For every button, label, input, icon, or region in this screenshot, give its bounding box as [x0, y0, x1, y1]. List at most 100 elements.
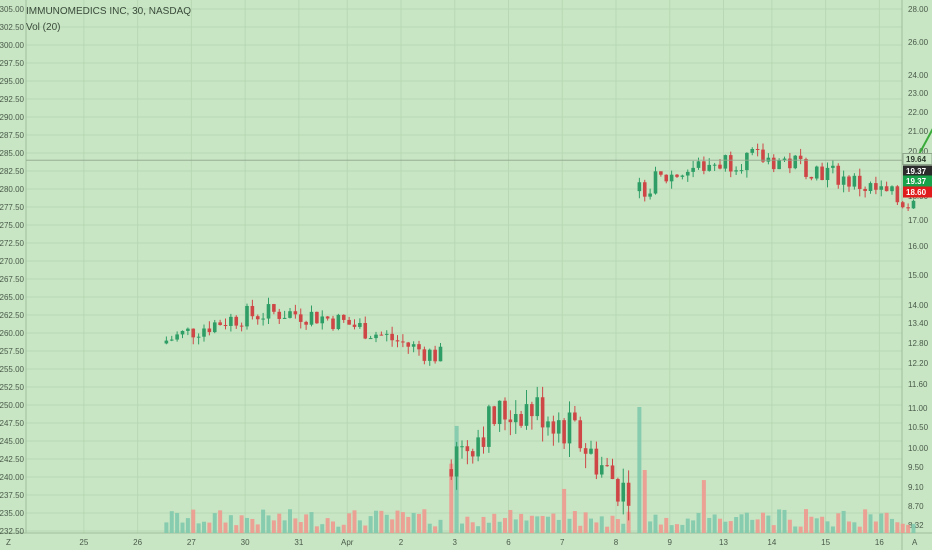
volume-bar — [594, 522, 599, 533]
candle-body — [180, 330, 185, 335]
candle-body — [841, 176, 846, 185]
volume-bar — [820, 516, 825, 533]
volume-bar — [621, 523, 626, 533]
left-axis-tick-label: 295.00 — [0, 77, 25, 86]
volume-bar — [664, 517, 669, 533]
candle-body — [218, 322, 222, 326]
candle-body — [530, 404, 534, 417]
candle-body — [825, 167, 830, 181]
volume-bar — [556, 519, 561, 533]
volume-bar — [245, 517, 249, 533]
candle-body — [868, 183, 873, 192]
volume-bar — [680, 524, 685, 533]
candle-body — [470, 451, 475, 457]
candle-body — [427, 349, 432, 361]
volume-bar — [406, 516, 411, 533]
left-axis-tick-label: 297.50 — [0, 59, 25, 68]
x-axis-label: Apr — [341, 538, 354, 547]
candle-body — [836, 165, 841, 185]
candle-body — [884, 186, 889, 192]
candle-body — [384, 333, 389, 335]
volume-bar — [261, 509, 266, 533]
candle-body — [648, 193, 652, 197]
right-axis-tick-label: 24.00 — [908, 71, 929, 80]
volume-bar — [653, 514, 658, 533]
candle-body — [820, 166, 824, 181]
candle-body — [352, 324, 357, 327]
candle-body — [164, 340, 169, 344]
volume-bar — [755, 519, 760, 533]
volume-bar — [341, 524, 346, 533]
volume-bar — [384, 514, 389, 533]
volume-bar — [427, 523, 432, 533]
volume-bar — [288, 509, 292, 533]
candle-body — [395, 340, 400, 342]
volume-bar — [626, 511, 631, 533]
candle-body — [831, 165, 835, 168]
volume-bar — [481, 516, 486, 533]
volume-bar — [411, 512, 416, 533]
volume-bar — [718, 518, 722, 533]
candle-body — [594, 448, 599, 475]
candle-body — [304, 321, 308, 325]
price-label-red: 18.60 — [903, 186, 932, 198]
candle-body — [589, 448, 593, 454]
volume-bar — [266, 515, 271, 533]
x-axis-label: 9 — [668, 538, 673, 547]
left-axis-tick-label: 290.00 — [0, 113, 25, 122]
price-label-text: 18.60 — [906, 188, 927, 197]
candle-body — [583, 448, 588, 454]
candle-body — [401, 341, 405, 343]
price-label-box — [903, 186, 932, 198]
candle-body — [497, 400, 502, 425]
candle-body — [476, 437, 480, 457]
candle-body — [804, 159, 808, 177]
volume-bar — [562, 488, 567, 533]
candle-body — [277, 311, 282, 319]
volume-bar — [486, 522, 491, 533]
right-axis-tick-label: 8.32 — [908, 521, 924, 530]
price-label-box — [903, 165, 932, 177]
candle-body — [255, 316, 260, 320]
volume-indicator-label: Vol (20) — [26, 22, 61, 33]
candle-body — [750, 149, 755, 153]
left-axis-tick-label: 305.00 — [0, 5, 25, 14]
left-axis-tick-label: 252.50 — [0, 383, 25, 392]
volume-bar — [884, 512, 889, 533]
volume-bar — [185, 518, 190, 533]
target-arrow-line — [912, 128, 932, 165]
volume-bar — [304, 514, 309, 533]
volume-bar — [841, 510, 846, 533]
candle-body — [814, 166, 819, 179]
candle-body — [782, 158, 787, 161]
candle-body — [734, 170, 738, 172]
volume-bar — [325, 518, 330, 533]
candle-body — [374, 334, 378, 339]
candle-body — [229, 316, 233, 326]
candle-body — [696, 161, 701, 168]
candle-body — [900, 202, 905, 208]
right-axis-tick-label: 12.20 — [908, 359, 929, 368]
candle-body — [239, 325, 244, 327]
volume-bar — [400, 512, 405, 533]
left-axis-tick-label: 280.00 — [0, 185, 25, 194]
volume-bar — [847, 521, 851, 533]
volume-bar — [250, 518, 255, 533]
left-axis-tick-label: 245.00 — [0, 437, 25, 446]
candles — [164, 143, 916, 521]
volume-bar — [508, 509, 513, 533]
volume-bar — [470, 522, 475, 533]
left-axis-tick-label: 250.00 — [0, 401, 25, 410]
candle-body — [379, 334, 384, 336]
volume-bar — [750, 519, 755, 533]
volume-bar — [572, 511, 577, 533]
candle-body — [540, 397, 545, 428]
candle-body — [680, 175, 685, 177]
volume-bar — [234, 525, 239, 533]
candle-body — [771, 157, 776, 170]
candle-body — [863, 188, 867, 192]
candle-body — [449, 469, 454, 477]
volume-bar — [728, 521, 733, 533]
